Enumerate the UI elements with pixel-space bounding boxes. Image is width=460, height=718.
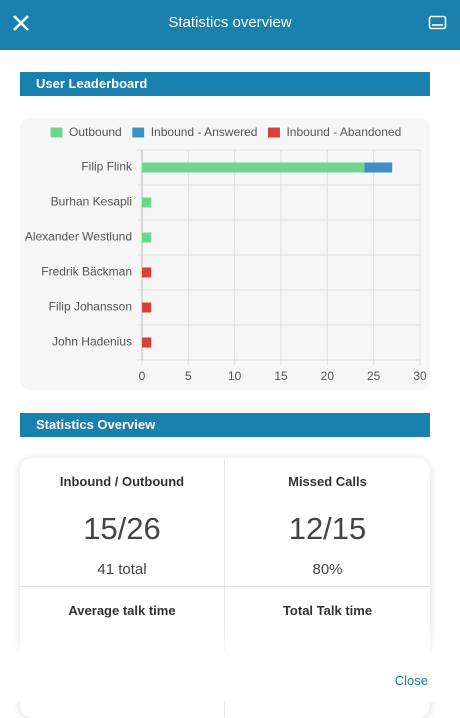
x-tick-label: 5 bbox=[185, 369, 192, 383]
legend-swatch bbox=[131, 126, 146, 139]
legend-label: Inbound - Answered bbox=[151, 125, 258, 139]
y-tick-label: Burhan Kesapli bbox=[51, 195, 132, 209]
bar-segment bbox=[142, 162, 365, 173]
close-icon[interactable] bbox=[11, 13, 31, 33]
x-tick-label: 10 bbox=[228, 369, 242, 383]
stat-card: Total Talk time bbox=[225, 587, 430, 717]
bar-segment bbox=[142, 337, 152, 348]
legend-label: Inbound - Abandoned bbox=[286, 125, 401, 139]
stat-card: Inbound / Outbound 15/26 41 total bbox=[20, 458, 225, 587]
bar-segment bbox=[142, 302, 152, 313]
bar-segment bbox=[142, 267, 152, 278]
bar-segment bbox=[142, 197, 152, 208]
legend-label: Outbound bbox=[69, 125, 122, 139]
x-tick-label: 25 bbox=[367, 369, 381, 383]
bar-segment bbox=[142, 232, 152, 243]
y-tick-label: Fredrik Bäckman bbox=[41, 265, 132, 279]
y-tick-label: Filip Flink bbox=[81, 160, 133, 174]
header-title: Statistics overview bbox=[168, 14, 292, 31]
minimize-icon[interactable] bbox=[428, 15, 448, 31]
stat-value: 12/15 bbox=[288, 511, 367, 546]
bar-segment bbox=[364, 162, 393, 173]
y-tick-label: Filip Johansson bbox=[49, 300, 132, 314]
legend-swatch bbox=[49, 126, 64, 139]
footer: Close bbox=[0, 652, 460, 702]
stat-value: 15/26 bbox=[83, 511, 161, 546]
stat-label: Inbound / Outbound bbox=[59, 474, 185, 489]
stat-card: Missed Calls 12/15 80% bbox=[225, 458, 430, 587]
x-tick-label: 0 bbox=[139, 369, 146, 383]
section-title: Statistics Overview bbox=[20, 413, 430, 437]
stat-label: Average talk time bbox=[68, 603, 176, 618]
x-tick-label: 20 bbox=[321, 369, 335, 383]
x-tick-label: 15 bbox=[274, 369, 288, 383]
stat-label: Missed Calls bbox=[288, 474, 367, 489]
y-tick-label: Alexander Westlund bbox=[25, 230, 132, 244]
legend-swatch bbox=[266, 126, 281, 139]
stat-sub: 41 total bbox=[97, 561, 147, 578]
header: Statistics overview bbox=[0, 0, 460, 50]
y-tick-label: John Hadenius bbox=[52, 335, 132, 349]
chart-card: Outbound Inbound - Answered Inbound - Aban… bbox=[20, 118, 430, 390]
x-tick-label: 30 bbox=[413, 369, 427, 383]
stat-label: Total Talk time bbox=[282, 603, 373, 618]
section-title: User Leaderboard bbox=[20, 72, 430, 96]
close-button[interactable]: Close bbox=[394, 673, 428, 688]
stat-sub: 80% bbox=[312, 561, 343, 578]
chart: Outbound Inbound - Answered Inbound - Aban… bbox=[25, 125, 427, 383]
